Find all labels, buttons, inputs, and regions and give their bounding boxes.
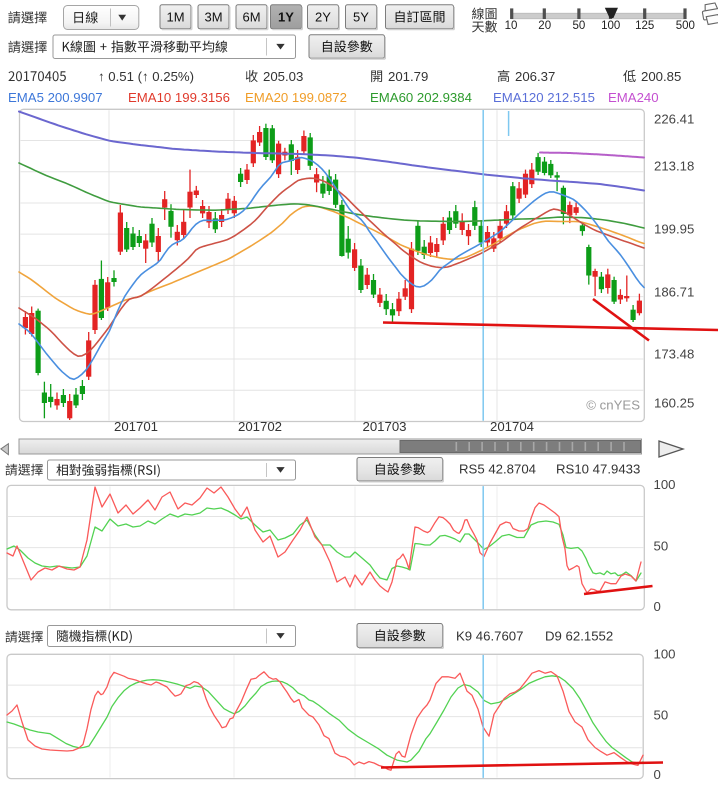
svg-text:EMA20 199.0872: EMA20 199.0872: [245, 90, 347, 105]
svg-text:125: 125: [635, 20, 654, 32]
svg-text:200.85: 200.85: [641, 69, 681, 84]
svg-text:50: 50: [654, 539, 669, 554]
svg-text:0: 0: [654, 599, 661, 614]
svg-text:K9 46.7607: K9 46.7607: [456, 629, 523, 644]
svg-text:100: 100: [601, 20, 620, 32]
svg-text:201701: 201701: [114, 419, 158, 434]
svg-text:0: 0: [654, 767, 661, 782]
svg-text:1Y: 1Y: [278, 10, 294, 25]
svg-text:50: 50: [654, 708, 669, 723]
svg-text:173.48: 173.48: [654, 347, 694, 362]
svg-text:100: 100: [654, 647, 676, 662]
svg-text:6M: 6M: [242, 10, 260, 25]
svg-text:226.41: 226.41: [654, 112, 694, 127]
svg-text:EMA60 202.9384: EMA60 202.9384: [370, 90, 472, 105]
svg-text:20: 20: [538, 20, 551, 32]
svg-text:EMA120 212.515: EMA120 212.515: [493, 90, 595, 105]
svg-text:160.25: 160.25: [654, 396, 694, 411]
svg-text:D9 62.1552: D9 62.1552: [545, 629, 613, 644]
svg-text:10: 10: [505, 20, 518, 32]
svg-text:3M: 3M: [204, 10, 222, 25]
svg-text:RS10 47.9433: RS10 47.9433: [556, 462, 640, 477]
svg-text:199.95: 199.95: [654, 222, 694, 237]
svg-text:201.79: 201.79: [388, 69, 428, 84]
svg-text:© cnYES: © cnYES: [586, 398, 640, 413]
svg-text:RS5 42.8704: RS5 42.8704: [459, 462, 536, 477]
svg-text:186.71: 186.71: [654, 285, 694, 300]
svg-text:205.03: 205.03: [263, 69, 303, 84]
svg-text:206.37: 206.37: [515, 69, 555, 84]
svg-text:↑ 0.51 (↑ 0.25%): ↑ 0.51 (↑ 0.25%): [98, 69, 194, 84]
svg-text:EMA240: EMA240: [608, 90, 659, 105]
svg-text:201703: 201703: [362, 419, 406, 434]
svg-text:1M: 1M: [166, 10, 184, 25]
svg-text:500: 500: [676, 20, 695, 32]
svg-text:2Y: 2Y: [315, 10, 331, 25]
svg-text:100: 100: [654, 477, 676, 492]
svg-text:50: 50: [573, 20, 586, 32]
svg-text:201704: 201704: [490, 419, 534, 434]
svg-text:201702: 201702: [238, 419, 282, 434]
svg-text:EMA5 200.9907: EMA5 200.9907: [8, 90, 103, 105]
svg-text:213.18: 213.18: [654, 159, 694, 174]
svg-text:5Y: 5Y: [353, 10, 369, 25]
svg-text:EMA10 199.3156: EMA10 199.3156: [128, 90, 230, 105]
